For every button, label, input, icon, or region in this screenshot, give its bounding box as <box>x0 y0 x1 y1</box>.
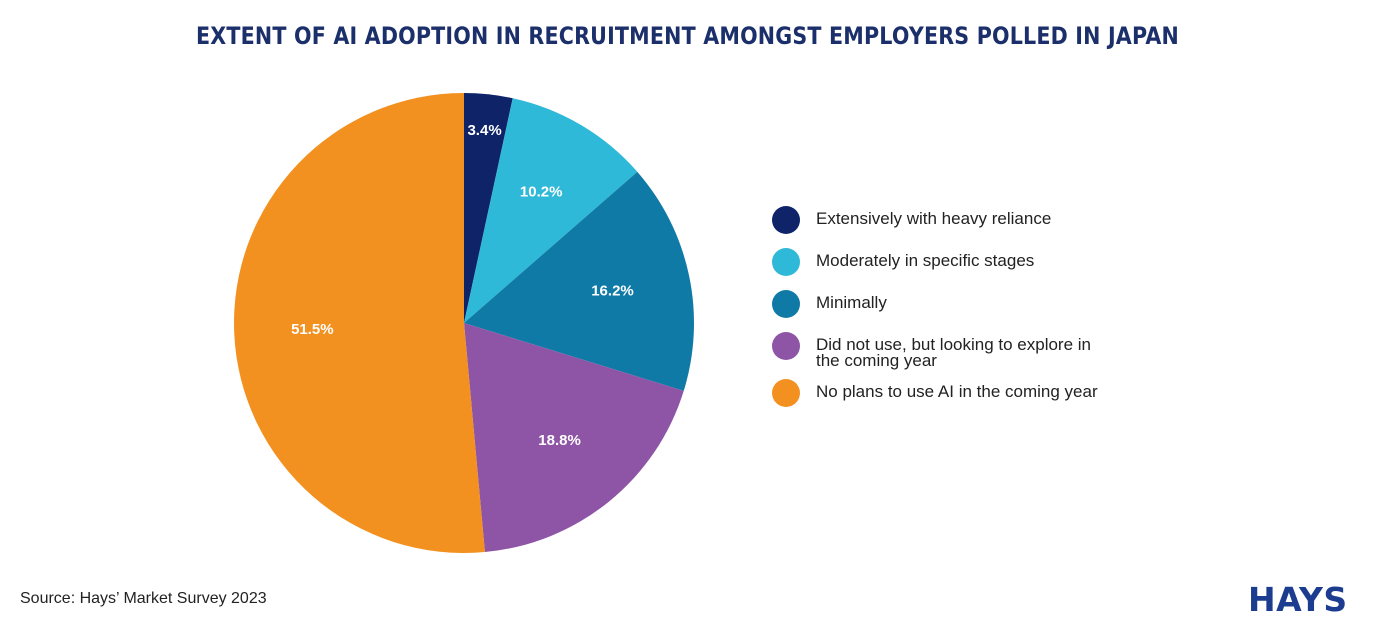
legend-label-explore: Did not use, but looking to explore in t… <box>816 335 1092 370</box>
slice-label-moderate: 10.2% <box>520 183 563 200</box>
legend-item-extensive: Extensively with heavy reliance <box>772 206 1152 234</box>
pie-slice-moderate <box>464 98 638 324</box>
slice-label-minimal: 16.2% <box>591 283 634 300</box>
legend-swatch-no-plans <box>772 379 800 407</box>
legend-swatch-explore <box>772 332 800 360</box>
hays-logo: HAYS <box>1248 580 1348 619</box>
legend-label-no-plans: No plans to use AI in the coming year <box>816 382 1098 401</box>
legend: Extensively with heavy reliance Moderate… <box>772 206 1152 421</box>
pie-slice-explore <box>464 323 684 553</box>
legend-label-moderate: Moderately in specific stages <box>816 251 1035 270</box>
legend-item-explore: Did not use, but looking to explore in t… <box>772 332 1152 369</box>
legend-item-no-plans: No plans to use AI in the coming year <box>772 379 1152 407</box>
chart-title: EXTENT OF AI ADOPTION IN RECRUITMENT AMO… <box>196 22 1179 50</box>
legend-swatch-moderate <box>772 248 800 276</box>
legend-label-minimal: Minimally <box>816 293 887 312</box>
pie-slice-extensive <box>464 93 513 323</box>
legend-swatch-minimal <box>772 290 800 318</box>
legend-item-moderate: Moderately in specific stages <box>772 248 1152 276</box>
slice-label-no-plans: 51.5% <box>291 321 334 338</box>
slice-label-extensive: 3.4% <box>467 122 501 139</box>
source-note: Source: Hays’ Market Survey 2023 <box>20 590 267 607</box>
slice-label-explore: 18.8% <box>538 432 581 449</box>
pie-slice-minimal <box>464 171 694 391</box>
legend-swatch-extensive <box>772 206 800 234</box>
legend-label-extensive: Extensively with heavy reliance <box>816 209 1052 228</box>
pie-slice-no-plans <box>233 93 485 554</box>
legend-item-minimal: Minimally <box>772 290 1152 318</box>
